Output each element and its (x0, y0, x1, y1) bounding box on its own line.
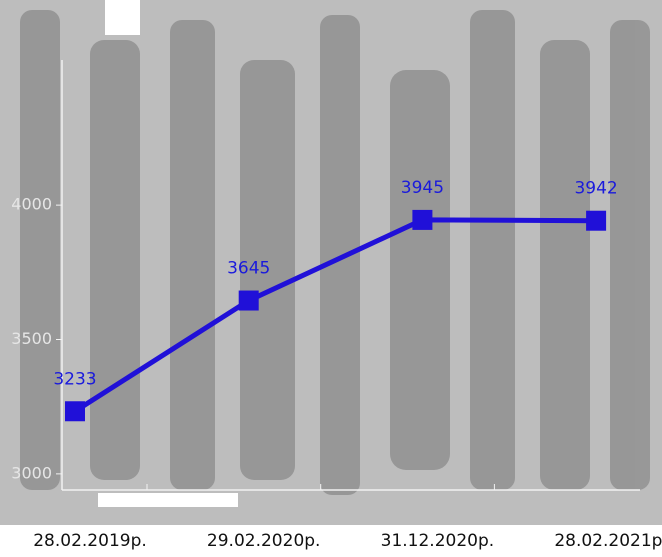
marker (65, 401, 85, 422)
y-tick-label: 4000 (11, 195, 52, 214)
data-label: 3945 (401, 178, 444, 198)
data-label: 3645 (227, 259, 270, 279)
series-line (73, 217, 597, 414)
y-tick-label: 3000 (11, 463, 52, 482)
y-tick-label: 3500 (11, 329, 52, 348)
label-block (98, 493, 238, 507)
title-block (105, 0, 140, 35)
x-tick-label: 28.02.2021р. (554, 531, 662, 551)
marker (412, 209, 433, 230)
background-pattern (20, 10, 650, 495)
x-tick-label: 29.02.2020р. (207, 531, 321, 551)
x-tick-label: 31.12.2020р. (381, 531, 495, 551)
marker (586, 210, 607, 231)
footer (0, 525, 662, 557)
x-tick-label: 28.02.2019р. (33, 531, 147, 551)
marker (238, 290, 259, 311)
data-label: 3233 (53, 369, 96, 389)
data-label: 3942 (574, 179, 617, 199)
